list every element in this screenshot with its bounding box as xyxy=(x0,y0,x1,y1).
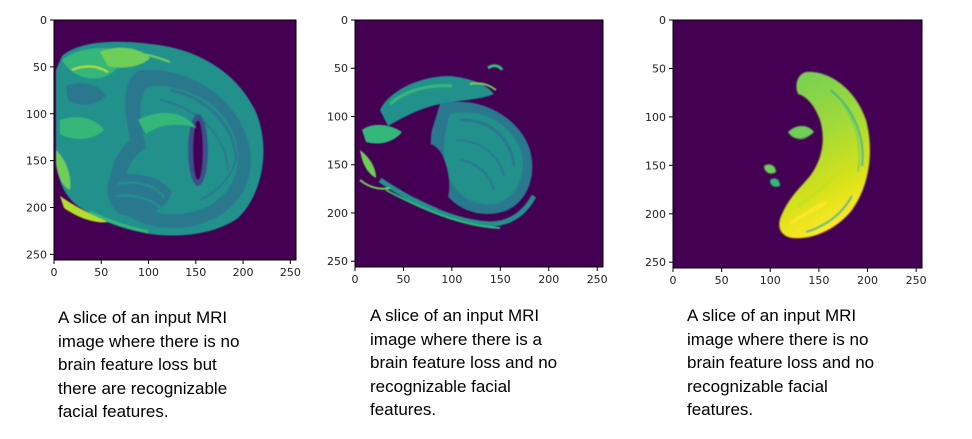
panel-2: 0 50 100 150 200 250 0 50 100 150 200 250 A slice … xyxy=(310,0,630,439)
y-axis-ticks: 0 50 100 150 200 250 xyxy=(26,14,54,261)
mri-image-full-head xyxy=(56,41,264,236)
y-tick-label: 200 xyxy=(327,207,348,220)
x-tick-label: 100 xyxy=(441,273,462,286)
x-tick-label: 0 xyxy=(352,273,359,286)
y-tick-label: 100 xyxy=(645,111,666,124)
y-tick-label: 250 xyxy=(645,256,666,269)
plot-1: 0 50 100 150 200 250 0 50 100 150 200 250 xyxy=(26,14,301,279)
y-tick-label: 150 xyxy=(327,159,348,172)
x-tick-label: 50 xyxy=(396,273,410,286)
y-tick-label: 150 xyxy=(645,159,666,172)
y-tick-label: 0 xyxy=(40,14,47,27)
y-tick-label: 250 xyxy=(327,255,348,268)
x-tick-label: 250 xyxy=(280,266,301,279)
y-tick-label: 100 xyxy=(327,110,348,123)
y-tick-label: 0 xyxy=(659,14,666,27)
x-tick-label: 50 xyxy=(715,274,729,287)
plot-3: 0 50 100 150 200 250 0 50 100 150 200 250 xyxy=(645,14,927,287)
y-tick-label: 50 xyxy=(33,61,47,74)
caption-2: A slice of an input MRI image where ther… xyxy=(370,306,558,419)
y-tick-label: 100 xyxy=(26,108,47,121)
x-axis-ticks: 0 50 100 150 200 250 xyxy=(352,267,608,286)
x-tick-label: 250 xyxy=(906,274,927,287)
x-tick-label: 150 xyxy=(808,274,829,287)
image-frame xyxy=(672,19,923,269)
panel-1: 0 50 100 150 200 250 0 50 100 150 200 250 A slice … xyxy=(0,0,310,439)
image-frame xyxy=(354,19,604,268)
y-axis-ticks: 0 50 100 150 200 250 xyxy=(645,14,673,269)
x-tick-label: 250 xyxy=(587,273,608,286)
caption-3: A slice of an input MRI image where ther… xyxy=(687,306,875,419)
x-tick-label: 0 xyxy=(51,266,58,279)
mri-image-brain-only xyxy=(764,71,870,239)
y-axis-ticks: 0 50 100 150 200 250 xyxy=(327,14,355,268)
x-tick-label: 200 xyxy=(857,274,878,287)
x-tick-label: 100 xyxy=(760,274,781,287)
y-tick-label: 0 xyxy=(341,14,348,27)
mri-image-partial-brain xyxy=(359,64,537,229)
plot-2: 0 50 100 150 200 250 0 50 100 150 200 250 xyxy=(327,14,608,286)
x-tick-label: 0 xyxy=(670,274,677,287)
y-tick-label: 50 xyxy=(652,62,666,75)
y-tick-label: 50 xyxy=(334,62,348,75)
y-tick-label: 200 xyxy=(26,202,47,215)
x-tick-label: 200 xyxy=(233,266,254,279)
panel-3: 0 50 100 150 200 250 0 50 100 150 200 250 A slice … xyxy=(630,0,972,439)
x-tick-label: 50 xyxy=(94,266,108,279)
x-tick-label: 100 xyxy=(138,266,159,279)
y-tick-label: 200 xyxy=(645,208,666,221)
x-axis-ticks: 0 50 100 150 200 250 xyxy=(670,268,927,287)
x-tick-label: 150 xyxy=(185,266,206,279)
image-frame xyxy=(53,19,297,261)
y-tick-label: 250 xyxy=(26,248,47,261)
caption-1: A slice of an input MRI image where ther… xyxy=(58,308,240,421)
x-tick-label: 200 xyxy=(538,273,559,286)
y-tick-label: 150 xyxy=(26,155,47,168)
x-tick-label: 150 xyxy=(490,273,511,286)
x-axis-ticks: 0 50 100 150 200 250 xyxy=(51,260,301,279)
